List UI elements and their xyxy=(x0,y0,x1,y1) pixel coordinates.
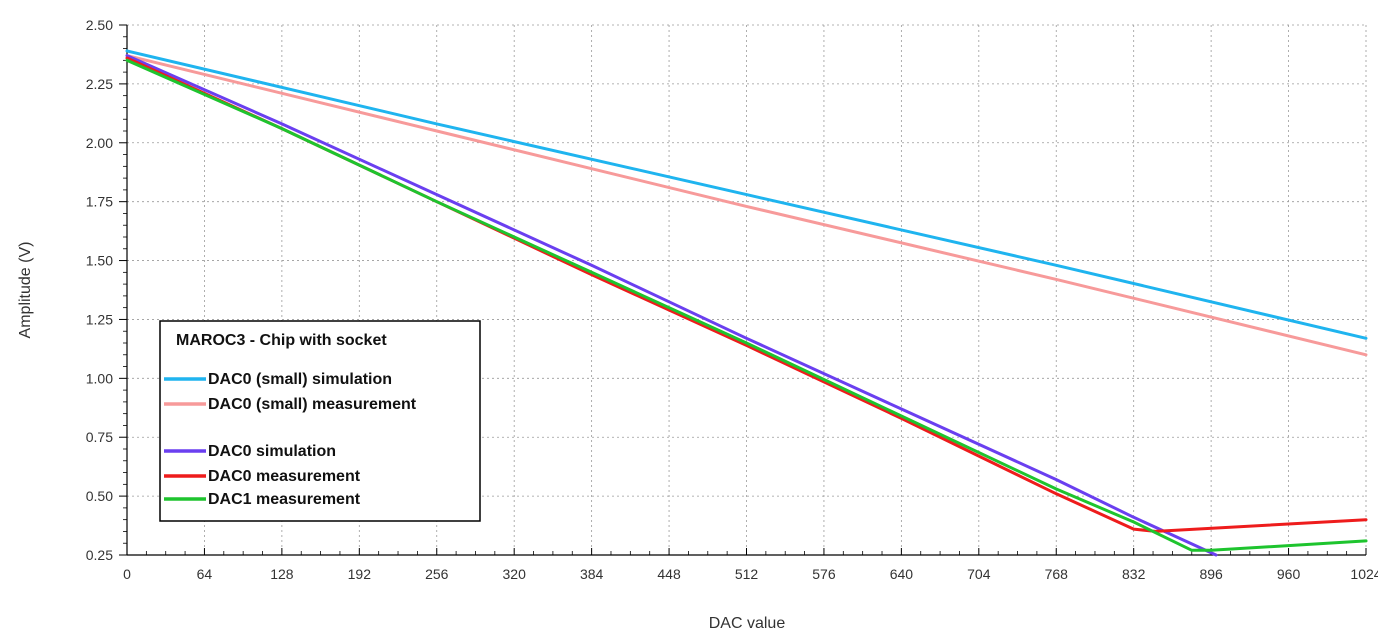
legend-label-1: DAC0 (small) simulation xyxy=(208,371,392,388)
x-tick-label: 256 xyxy=(425,566,449,582)
legend-label-2: DAC0 (small) measurement xyxy=(208,396,417,413)
x-axis-label: DAC value xyxy=(709,615,786,632)
y-tick-label: 2.00 xyxy=(86,135,113,151)
legend-label-4: DAC0 measurement xyxy=(208,468,361,485)
x-tick-label: 704 xyxy=(967,566,991,582)
x-tick-label: 448 xyxy=(657,566,681,582)
series-line-5 xyxy=(125,58,1368,552)
x-tick-label: 576 xyxy=(812,566,836,582)
series-line-1 xyxy=(125,49,1368,340)
legend-label-3: DAC0 simulation xyxy=(208,443,336,460)
x-tick-label: 832 xyxy=(1122,566,1146,582)
x-tick-label: 1024 xyxy=(1350,566,1378,582)
y-tick-label: 0.25 xyxy=(86,547,113,563)
series-line-2 xyxy=(125,54,1368,357)
x-tick-label: 64 xyxy=(197,566,213,582)
x-tick-label: 960 xyxy=(1277,566,1301,582)
y-axis-label: Amplitude (V) xyxy=(17,242,34,339)
legend-title: MAROC3 - Chip with socket xyxy=(176,332,387,349)
y-tick-label: 0.50 xyxy=(86,488,113,504)
x-tick-label: 768 xyxy=(1045,566,1069,582)
y-tick-label: 1.00 xyxy=(86,370,113,386)
legend-box xyxy=(159,320,481,522)
series-line-3 xyxy=(125,54,1218,557)
y-tick-label: 2.25 xyxy=(86,76,113,92)
y-tick-label: 1.25 xyxy=(86,311,113,327)
series-lines xyxy=(125,49,1368,557)
x-tick-label: 896 xyxy=(1199,566,1223,582)
legend: MAROC3 - Chip with socket DAC0 (small) s… xyxy=(159,320,481,522)
y-tick-label: 1.75 xyxy=(86,194,113,210)
legend-label-5: DAC1 measurement xyxy=(208,491,361,508)
x-tick-label: 0 xyxy=(123,566,131,582)
x-tick-label: 192 xyxy=(348,566,372,582)
x-tick-label: 384 xyxy=(580,566,604,582)
x-tick-label: 640 xyxy=(890,566,914,582)
x-tick-label: 128 xyxy=(270,566,294,582)
axes xyxy=(119,24,1367,556)
y-tick-label: 2.50 xyxy=(86,17,113,33)
x-tick-label: 320 xyxy=(503,566,527,582)
legend-items: DAC0 (small) simulation DAC0 (small) meas… xyxy=(164,371,417,508)
y-tick-label: 1.50 xyxy=(86,253,113,269)
y-tick-label: 0.75 xyxy=(86,429,113,445)
tick-labels: 0 64 128 192 256 320 384 448 512 576 640 704 768 832 8… xyxy=(86,17,1378,582)
x-tick-label: 512 xyxy=(735,566,759,582)
